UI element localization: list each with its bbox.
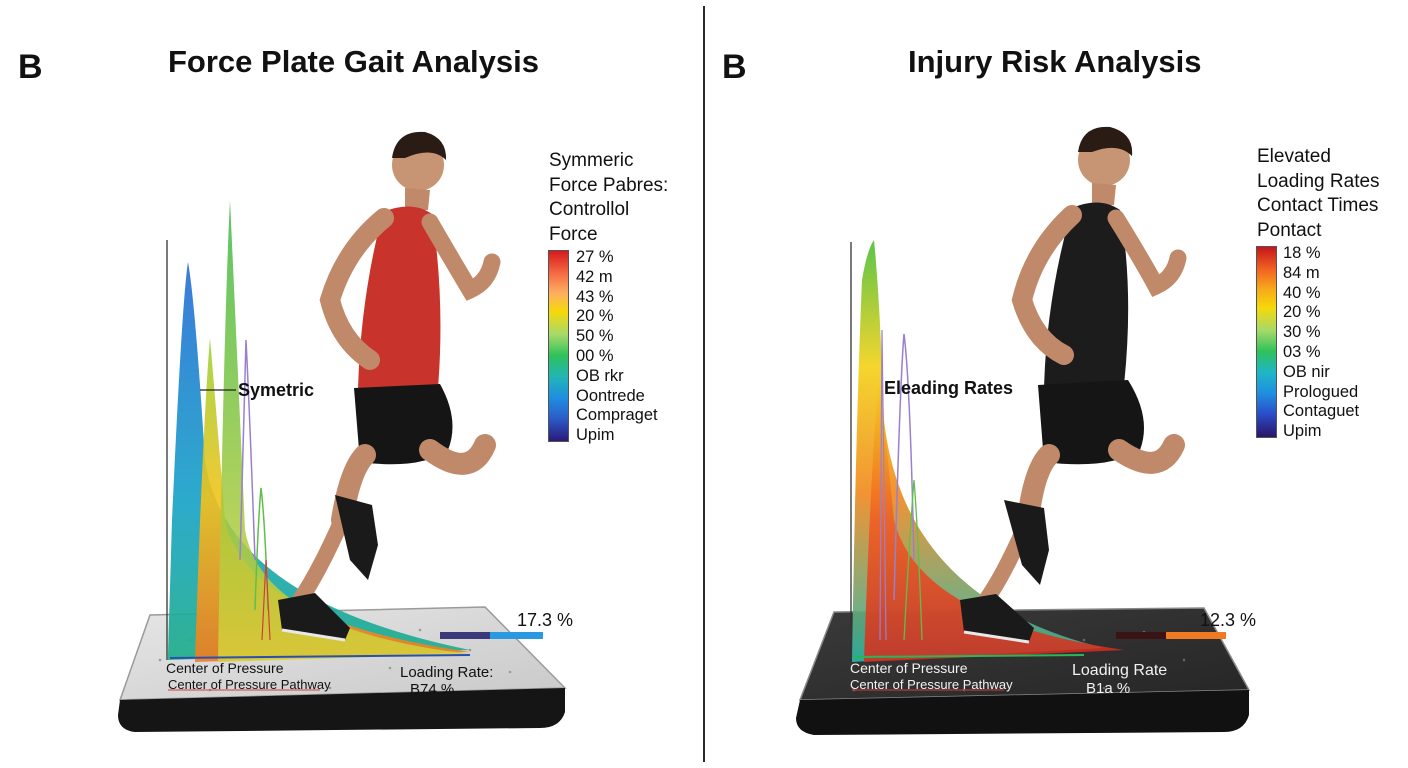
scale-tick: OB rkr [576, 366, 624, 385]
scale-tick: 42 m [576, 267, 613, 286]
scale-tick: 30 % [1283, 323, 1321, 342]
runner-figure [960, 126, 1187, 644]
panel-divider [703, 6, 705, 762]
legend-heading: Elevated Loading Rates Contact Times Pon… [1257, 145, 1380, 243]
color-scale-ticks: 18 % 84 m 40 % 20 % 30 % 03 % OB nir Pro… [1283, 244, 1359, 442]
legend-line: Pontact [1257, 219, 1322, 241]
legend-line: Contact Times [1257, 195, 1379, 216]
cop-label: Center of Pressure [166, 660, 284, 676]
color-scale-bar [1256, 246, 1277, 438]
scale-tick: 43 % [576, 287, 614, 306]
loading-bar-value: 12.3 % [1200, 610, 1257, 630]
scale-tick: 40 % [1283, 283, 1321, 302]
force-curves [852, 240, 1124, 662]
loading-rate-label: Loading Rate [1072, 662, 1168, 679]
scale-tick: Prologued [1283, 382, 1359, 401]
panel-label: B [18, 48, 43, 86]
scale-tick: 18 % [1283, 244, 1321, 262]
force-plate-illustration [118, 131, 567, 732]
scale-tick: 27 % [576, 248, 614, 266]
symmetry-callout: Symetric [238, 380, 315, 400]
legend-line: Elevated [1257, 146, 1331, 167]
cop-label: Center of Pressure [850, 660, 968, 676]
scale-tick: Oontrede [576, 386, 645, 405]
loading-bar-value: 17.3 % [517, 610, 574, 630]
cop-pathway-label: Center of Pressure Pathway [168, 677, 331, 692]
scale-tick: Compraget [576, 406, 658, 425]
runner-figure [278, 131, 501, 642]
scale-tick: 00 % [576, 346, 614, 365]
scale-tick: 03 % [1283, 342, 1321, 361]
legend-line: Symmeric [549, 150, 634, 171]
legend-line: Force [549, 223, 598, 245]
scale-tick: Upim [576, 426, 615, 445]
panel-title: Force Plate Gait Analysis [168, 44, 540, 79]
loading-rate-value: B1a % [1086, 680, 1131, 697]
scale-tick: Upim [1283, 422, 1322, 441]
cop-pathway-label: Center of Pressure Pathway [850, 677, 1013, 692]
legend-line: Force Pabres: [549, 174, 669, 196]
force-plate-illustration [796, 126, 1251, 735]
panel-title: Injury Risk Analysis [908, 44, 1202, 79]
force-curves [168, 200, 471, 662]
loading-rate-label: Loading Rate: [400, 664, 494, 681]
legend-line: Controllol [549, 199, 630, 220]
loading-callout: Eleading Rates [884, 378, 1014, 398]
scale-tick: 20 % [1283, 303, 1321, 322]
scale-tick: 84 m [1283, 263, 1320, 282]
loading-rate-value: B74 % [410, 681, 455, 698]
right-panel: B Injury Risk Analysis [704, 0, 1408, 768]
panel-label: B [722, 48, 747, 86]
legend-heading: Symmeric Force Pabres: Controllol Force [549, 149, 668, 247]
scale-tick: 50 % [576, 327, 614, 346]
scale-tick: Contaguet [1283, 402, 1360, 421]
left-panel: B Force Plate Gait Analysis [18, 44, 668, 732]
color-scale-ticks: 27 % 42 m 43 % 20 % 50 % 00 % OB rkr Oon… [576, 248, 658, 446]
scale-tick: OB nir [1283, 362, 1330, 381]
color-scale-bar [548, 250, 569, 442]
scale-tick: 20 % [576, 307, 614, 326]
legend-line: Loading Rates [1257, 170, 1380, 192]
